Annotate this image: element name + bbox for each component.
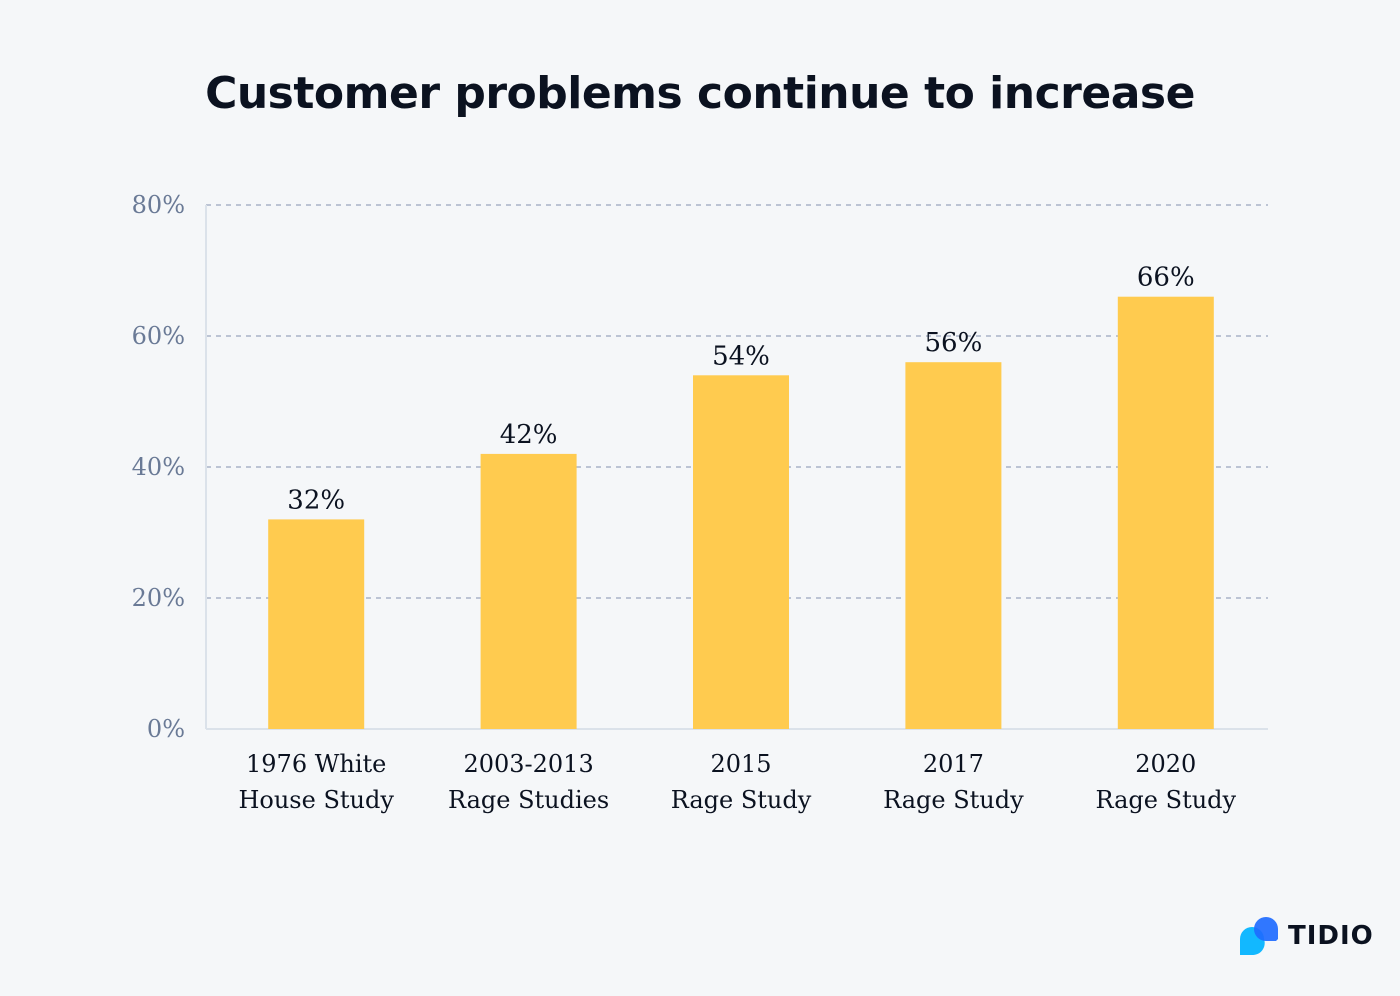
x-tick-label: 2003-2013 [463, 750, 593, 778]
data-label: 42% [500, 420, 558, 450]
data-label: 54% [712, 341, 770, 371]
x-tick-label: 2020 [1135, 750, 1196, 778]
y-tick-label: 40% [132, 453, 185, 481]
x-tick-label: Rage Study [1096, 786, 1237, 814]
data-label: 66% [1137, 263, 1195, 293]
bar [480, 453, 577, 729]
tidio-logo: TIDIO [1240, 917, 1374, 955]
y-tick-label: 60% [132, 322, 185, 350]
tidio-logo-text: TIDIO [1288, 921, 1374, 951]
y-tick-label: 20% [132, 584, 185, 612]
data-label: 56% [925, 328, 983, 358]
x-tick-label: House Study [238, 786, 394, 814]
bar [905, 362, 1002, 729]
bar [268, 519, 365, 729]
data-label: 32% [287, 485, 345, 515]
x-tick-label: Rage Study [883, 786, 1024, 814]
y-tick-label: 80% [132, 191, 185, 219]
x-tick-label: 2017 [923, 750, 984, 778]
tidio-logo-icon [1240, 917, 1278, 955]
x-tick-label: Rage Study [671, 786, 812, 814]
bar [693, 375, 789, 729]
y-tick-label: 0% [147, 715, 185, 743]
x-tick-label: 2015 [710, 750, 771, 778]
bar [1117, 296, 1214, 729]
x-tick-label: 1976 White [246, 750, 386, 778]
x-tick-label: Rage Studies [448, 786, 609, 814]
chart-title: Customer problems continue to increase [205, 68, 1195, 119]
